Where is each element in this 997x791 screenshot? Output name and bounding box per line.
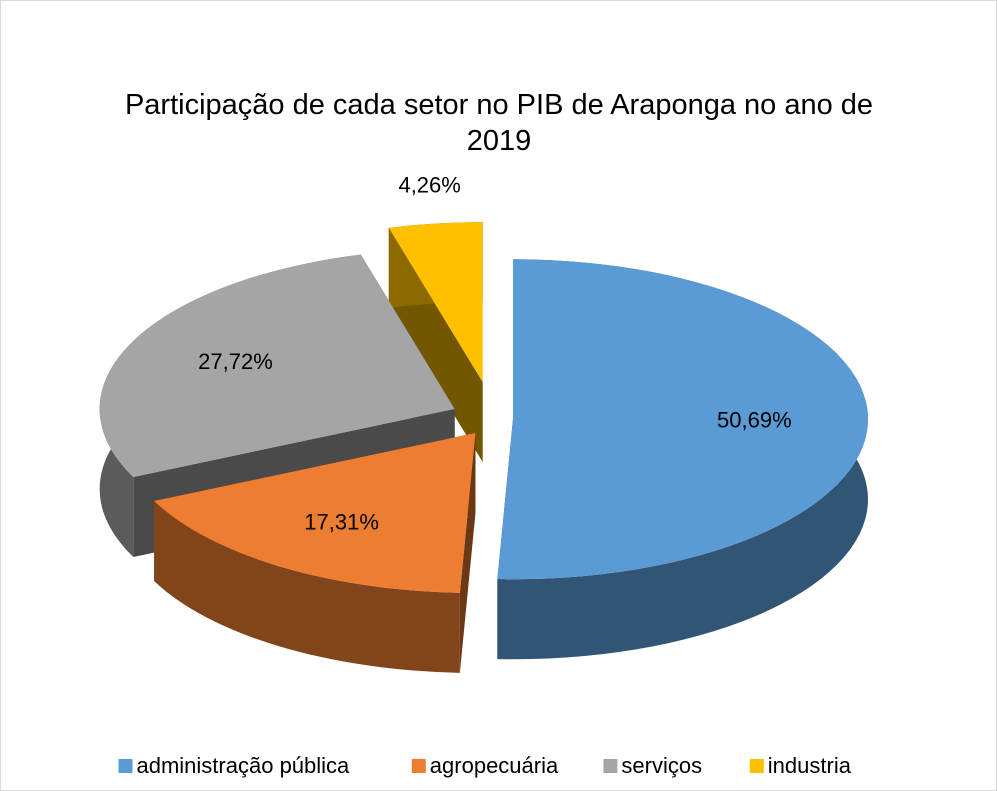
slice (99, 254, 455, 477)
legend-swatch (603, 759, 618, 773)
legend-swatch (411, 759, 426, 773)
data-label: 17,31% (304, 509, 379, 534)
data-label: 50,69% (717, 407, 792, 432)
slice-wall (154, 500, 460, 673)
legend-swatch (118, 759, 133, 773)
slice (154, 432, 476, 593)
data-label: 4,26% (398, 172, 460, 197)
legend-label: serviços (621, 753, 702, 778)
data-label: 27,72% (198, 349, 273, 374)
chart-title: Participação de cada setor no PIB de Ara… (124, 89, 874, 157)
legend-label: industria (768, 753, 852, 778)
legend-label: agropecuária (430, 753, 559, 778)
legend-label: administração pública (137, 753, 351, 778)
legend-swatch (749, 759, 764, 773)
slice (388, 222, 483, 383)
slice (497, 259, 868, 580)
